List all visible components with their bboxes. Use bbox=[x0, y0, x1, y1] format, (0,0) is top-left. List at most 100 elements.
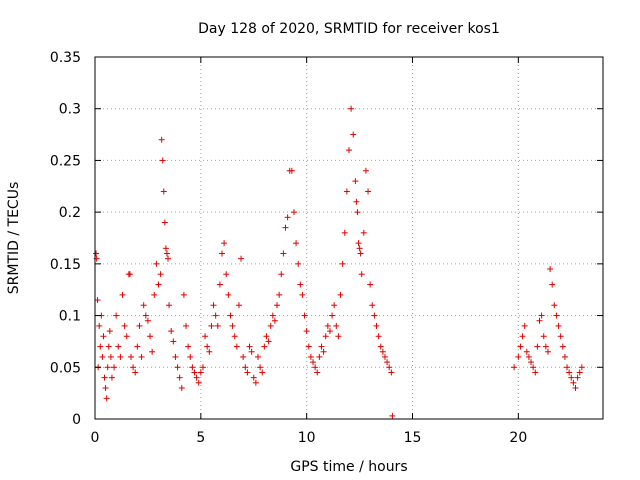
data-point bbox=[574, 374, 581, 381]
data-point bbox=[301, 312, 308, 319]
data-point bbox=[252, 379, 259, 386]
data-point bbox=[373, 322, 380, 329]
data-point bbox=[94, 297, 101, 304]
data-point bbox=[136, 322, 143, 329]
data-point bbox=[305, 343, 312, 350]
data-point bbox=[528, 359, 535, 366]
data-point bbox=[216, 281, 223, 288]
data-point bbox=[384, 359, 391, 366]
x-tick-label: 20 bbox=[509, 430, 527, 446]
data-point bbox=[195, 379, 202, 386]
data-point bbox=[157, 271, 164, 278]
data-point bbox=[144, 317, 151, 324]
data-point bbox=[202, 333, 209, 340]
data-point bbox=[536, 317, 543, 324]
data-point bbox=[534, 343, 541, 350]
data-point bbox=[100, 333, 107, 340]
data-point bbox=[223, 271, 230, 278]
data-point bbox=[310, 359, 317, 366]
data-point bbox=[329, 312, 336, 319]
x-tick-label: 0 bbox=[91, 430, 100, 446]
data-point bbox=[297, 281, 304, 288]
data-point bbox=[225, 291, 232, 298]
data-point bbox=[358, 271, 365, 278]
y-tick-label: 0.05 bbox=[50, 360, 81, 376]
data-point bbox=[568, 374, 575, 381]
data-point bbox=[532, 369, 539, 376]
data-point bbox=[210, 302, 217, 309]
data-point bbox=[339, 260, 346, 267]
data-point bbox=[271, 317, 278, 324]
data-point bbox=[160, 188, 167, 195]
data-point bbox=[572, 384, 579, 391]
x-tick-label: 15 bbox=[404, 430, 422, 446]
data-point bbox=[386, 364, 393, 371]
data-point bbox=[353, 198, 360, 205]
data-point bbox=[99, 353, 106, 360]
data-point bbox=[189, 364, 196, 371]
data-point bbox=[371, 312, 378, 319]
data-point bbox=[295, 260, 302, 267]
grid-layer bbox=[95, 57, 603, 419]
data-point bbox=[367, 281, 374, 288]
data-point bbox=[115, 343, 122, 350]
data-point bbox=[204, 343, 211, 350]
data-point bbox=[248, 348, 255, 355]
data-point bbox=[126, 271, 133, 278]
data-point bbox=[257, 364, 264, 371]
data-point bbox=[519, 333, 526, 340]
data-point bbox=[365, 188, 372, 195]
data-point bbox=[369, 302, 376, 309]
data-point bbox=[106, 328, 113, 335]
data-point bbox=[578, 364, 585, 371]
data-point bbox=[197, 369, 204, 376]
data-point bbox=[379, 348, 386, 355]
data-point bbox=[322, 333, 329, 340]
y-tick-label: 0.15 bbox=[50, 257, 81, 273]
data-point bbox=[557, 333, 564, 340]
data-point bbox=[377, 343, 384, 350]
data-point bbox=[121, 322, 128, 329]
data-point bbox=[333, 322, 340, 329]
data-point bbox=[162, 245, 169, 252]
data-point bbox=[576, 369, 583, 376]
data-point bbox=[265, 338, 272, 345]
data-point bbox=[111, 364, 118, 371]
data-point bbox=[549, 281, 556, 288]
data-point bbox=[346, 147, 352, 154]
data-point bbox=[324, 322, 331, 329]
points-layer bbox=[93, 105, 585, 419]
data-point bbox=[538, 312, 545, 319]
data-point bbox=[547, 266, 554, 273]
data-point bbox=[161, 219, 168, 226]
data-point bbox=[123, 333, 130, 340]
data-point bbox=[168, 328, 175, 335]
data-point bbox=[107, 353, 114, 360]
data-point bbox=[132, 369, 139, 376]
data-point bbox=[312, 364, 319, 371]
y-tick-label: 0 bbox=[72, 412, 81, 428]
data-point bbox=[174, 364, 181, 371]
data-point bbox=[515, 353, 522, 360]
data-point bbox=[165, 255, 172, 262]
data-point bbox=[523, 348, 530, 355]
data-point bbox=[269, 312, 276, 319]
data-point bbox=[151, 291, 158, 298]
data-point bbox=[240, 353, 247, 360]
data-point bbox=[381, 353, 388, 360]
data-point bbox=[343, 188, 350, 195]
data-point bbox=[525, 353, 532, 360]
data-point bbox=[155, 281, 162, 288]
data-point bbox=[140, 302, 147, 309]
data-point bbox=[103, 395, 110, 402]
data-point bbox=[263, 333, 270, 340]
ticks-layer: 0 5 10 15 20 0 0.05 0.1 0.15 0.2 0.25 0.3 0.35 bbox=[50, 50, 603, 446]
data-point bbox=[354, 209, 361, 216]
data-point bbox=[231, 333, 238, 340]
data-point bbox=[244, 369, 251, 376]
data-point bbox=[185, 343, 192, 350]
data-point bbox=[570, 379, 577, 386]
data-point bbox=[314, 369, 321, 376]
data-point bbox=[284, 214, 291, 221]
